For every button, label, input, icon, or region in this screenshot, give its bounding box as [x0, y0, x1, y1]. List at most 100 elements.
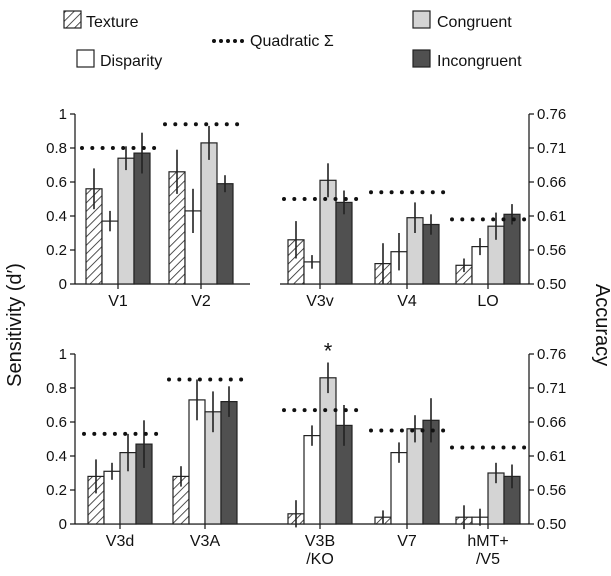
quadratic-dot: [123, 431, 128, 436]
x-tick-label: V7: [397, 533, 417, 550]
quadratic-dot: [187, 377, 192, 382]
y-left-tick-label: 0.4: [46, 208, 67, 225]
quadratic-dot: [430, 190, 435, 195]
bar-incongruent: [503, 213, 521, 285]
quadratic-sum-line: [282, 408, 359, 413]
y-left-tick-label: 0.4: [46, 448, 67, 465]
quadratic-dot: [133, 431, 138, 436]
quadratic-dot: [193, 122, 198, 127]
legend-incongruent-label: Incongruent: [437, 53, 522, 70]
quadratic-dot: [143, 431, 148, 436]
quadratic-dot: [379, 428, 384, 433]
y-right-tick-label: 0.61: [537, 208, 566, 225]
quadratic-dot: [208, 377, 213, 382]
y-right-tick-label: 0.50: [537, 516, 566, 533]
legend-quadratic-label: Quadratic Σ: [250, 33, 334, 50]
bar-congruent: [200, 142, 218, 285]
quadratic-dot: [491, 217, 496, 222]
quadratic-sum-line: [82, 431, 159, 436]
bar-congruent: [319, 377, 337, 525]
y-right-tick-label: 0.56: [537, 242, 566, 259]
x-tick-label: hMT+/V5: [467, 533, 508, 568]
quadratic-dot: [343, 408, 348, 413]
y-left-tick-label: 0.6: [46, 174, 67, 191]
quadratic-dot: [235, 122, 240, 127]
quadratic-dot: [354, 408, 359, 413]
legend-disparity-swatch: [76, 49, 95, 68]
y-right-tick-label: 0.50: [537, 276, 566, 293]
y-right-tick-label: 0.76: [537, 346, 566, 363]
quadratic-sum-line: [167, 377, 244, 382]
quadratic-dot: [214, 122, 219, 127]
bar-disparity: [390, 452, 408, 525]
legend: Texture Disparity Quadratic Σ Congruent …: [63, 10, 522, 70]
quadratic-dot: [389, 428, 394, 433]
y-left-tick-label: 0.2: [46, 482, 67, 499]
x-tick-label: V3d: [106, 533, 134, 550]
quadratic-dot: [90, 146, 95, 150]
quadratic-dot: [312, 197, 317, 201]
quadratic-dot: [292, 408, 297, 413]
y-right-tick-label: 0.61: [537, 448, 566, 465]
quadratic-dot: [522, 217, 527, 222]
quadratic-dot: [333, 408, 338, 413]
x-tick-label: LO: [477, 293, 498, 310]
bar-incongruent: [216, 183, 234, 285]
y-left-tick-label: 0: [59, 276, 67, 293]
quadratic-dot: [323, 408, 328, 413]
x-tick-label: V1: [108, 293, 128, 310]
y-right-axis-label: Accuracy: [591, 284, 611, 366]
quadratic-sum-line: [369, 428, 446, 433]
y-right-tick-label: 0.66: [537, 414, 566, 431]
quadratic-dot: [292, 197, 297, 201]
x-tick-label: V3A: [190, 533, 221, 550]
quadratic-dot: [470, 445, 475, 450]
quadratic-dot: [173, 122, 178, 127]
quadratic-dot: [167, 377, 171, 382]
quadratic-sum-line: [282, 197, 359, 201]
quadratic-dot: [183, 122, 188, 127]
quadratic-dot: [302, 408, 307, 413]
quadratic-dot: [282, 197, 286, 201]
y-left-tick-label: 1: [59, 346, 67, 363]
quadratic-dot: [450, 217, 454, 222]
quadratic-dot: [112, 431, 117, 436]
quadratic-sum-line: [450, 445, 527, 450]
quadratic-dot: [501, 445, 506, 450]
quadratic-dot: [480, 217, 485, 222]
quadratic-dot: [177, 377, 182, 382]
quadratic-dot: [470, 217, 475, 222]
x-tick-label: V3v: [306, 293, 334, 310]
quadratic-dot: [399, 190, 404, 195]
legend-texture-swatch: [63, 10, 82, 29]
quadratic-dot: [154, 431, 159, 436]
quadratic-dot: [480, 445, 485, 450]
bar-congruent: [117, 157, 135, 285]
y-left-tick-label: 0.8: [46, 380, 67, 397]
y-right-tick-label: 0.71: [537, 380, 566, 397]
quadratic-dot: [204, 122, 209, 127]
legend-congruent-label: Congruent: [437, 14, 512, 31]
quadratic-dot: [441, 190, 446, 195]
quadratic-dot: [80, 146, 84, 150]
quadratic-dot: [82, 431, 86, 436]
quadratic-dot: [312, 408, 317, 413]
quadratic-dot: [333, 197, 338, 201]
y-right-tick-label: 0.76: [537, 106, 566, 123]
quadratic-dot: [410, 190, 415, 195]
quadratic-dot: [430, 428, 435, 433]
quadratic-dot: [354, 197, 359, 201]
quadratic-dot: [228, 377, 233, 382]
y-left-tick-label: 0.8: [46, 140, 67, 157]
plot-area: 0 0.500.2 0.560.4 0.610.6 0.660.8 0.711 0.760 0…: [46, 106, 566, 568]
quadratic-dot: [522, 445, 527, 450]
x-tick-label: V3B/KO: [305, 533, 335, 568]
quadratic-dot: [420, 428, 425, 433]
bar-disparity: [303, 435, 321, 525]
quadratic-dot: [282, 408, 286, 413]
legend-congruent-swatch: [412, 10, 431, 29]
quadratic-dot: [460, 217, 465, 222]
quadratic-dot: [152, 146, 157, 150]
quadratic-dot: [343, 197, 348, 201]
